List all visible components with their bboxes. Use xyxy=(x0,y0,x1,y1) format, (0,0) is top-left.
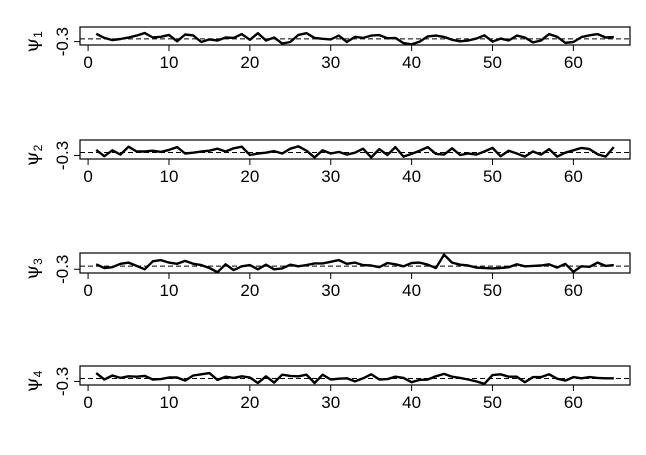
x-tick-label: 60 xyxy=(564,167,583,186)
series-line xyxy=(95,31,614,46)
panel-2: 0 10 20 30 40 50 60 -0.3 ψ2 xyxy=(21,139,631,186)
y-axis-label-symbol: ψ xyxy=(21,151,43,166)
series-line xyxy=(95,371,614,385)
x-tick-label: 60 xyxy=(564,281,583,300)
x-tick-label: 40 xyxy=(402,281,421,300)
x-tick-label: 30 xyxy=(321,281,340,300)
x-tick-label: 0 xyxy=(83,53,92,72)
y-axis-label-subscript: 3 xyxy=(31,258,45,265)
x-tick-label: 40 xyxy=(402,53,421,72)
y-axis-label-symbol: ψ xyxy=(21,38,43,53)
x-tick-label: 50 xyxy=(483,393,502,412)
y-tick-label: -0.3 xyxy=(53,367,72,396)
x-tick-label: 10 xyxy=(160,393,179,412)
x-tick-label: 20 xyxy=(240,281,259,300)
y-tick-label: -0.3 xyxy=(53,27,72,56)
x-tick-label: 50 xyxy=(483,53,502,72)
panel-3: 0 10 20 30 40 50 60 -0.3 ψ3 xyxy=(21,252,631,300)
series-line xyxy=(95,253,614,274)
x-tick-label: 50 xyxy=(483,167,502,186)
x-tick-label: 40 xyxy=(402,393,421,412)
x-tick-label: 0 xyxy=(83,167,92,186)
y-axis-label-subscript: 2 xyxy=(31,144,45,151)
x-tick-label: 30 xyxy=(321,53,340,72)
x-tick-label: 40 xyxy=(402,167,421,186)
y-axis-label: ψ3 xyxy=(21,258,45,280)
x-tick-label: 0 xyxy=(83,281,92,300)
x-tick-label: 0 xyxy=(83,393,92,412)
x-tick-label: 10 xyxy=(160,167,179,186)
x-tick-label: 20 xyxy=(240,53,259,72)
x-tick-label: 30 xyxy=(321,167,340,186)
y-axis-label-subscript: 4 xyxy=(31,370,45,377)
x-tick-label: 10 xyxy=(160,281,179,300)
y-axis-label: ψ1 xyxy=(21,31,45,53)
series-line xyxy=(95,145,615,159)
x-tick-label: 60 xyxy=(564,53,583,72)
x-tick-label: 10 xyxy=(160,53,179,72)
panel-1: 0 10 20 30 40 50 60 -0.3 ψ1 xyxy=(21,26,631,72)
x-tick-label: 20 xyxy=(240,393,259,412)
panel-4: 0 10 20 30 40 50 60 -0.3 ψ4 xyxy=(21,365,631,412)
x-tick-label: 60 xyxy=(564,393,583,412)
y-tick-label: -0.3 xyxy=(53,255,72,284)
x-tick-label: 50 xyxy=(483,281,502,300)
x-tick-label: 30 xyxy=(321,393,340,412)
y-axis-label: ψ2 xyxy=(21,144,45,166)
y-axis-label-subscript: 1 xyxy=(31,31,45,38)
x-tick-label: 20 xyxy=(240,167,259,186)
y-axis-label-symbol: ψ xyxy=(21,265,43,280)
y-tick-label: -0.3 xyxy=(53,141,72,170)
y-axis-label-symbol: ψ xyxy=(21,377,43,392)
y-axis-label: ψ4 xyxy=(21,370,45,392)
